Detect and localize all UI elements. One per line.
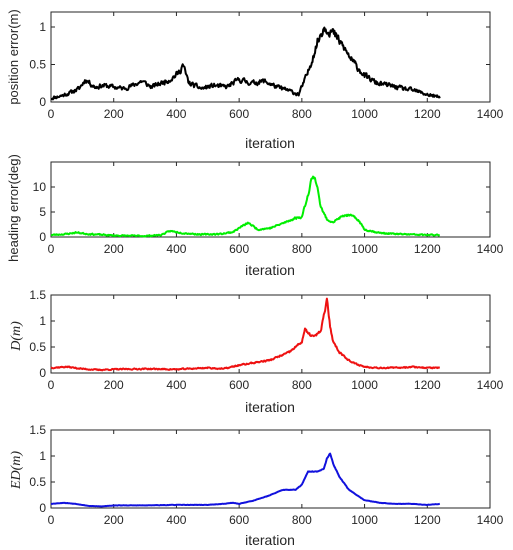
heading-error-x-tick-label: 1200 (414, 242, 441, 256)
position-error-panel: 0 200 400 600 800 1000 1200 1400 0 0.5 1 iteration… (6, 9, 504, 151)
position-error-y-tick-label: 1 (39, 20, 46, 34)
d-series-line (51, 299, 440, 371)
position-error-x-tick-label: 400 (166, 107, 186, 121)
ed-x-tick-label: 200 (104, 513, 124, 527)
ed-y-tick-label: 1 (39, 449, 46, 463)
d-y-tick-label: 1 (39, 314, 46, 328)
ed-x-tick-label: 1200 (414, 513, 441, 527)
position-error-x-tick-label: 1400 (477, 107, 504, 121)
heading-error-y-tick-label: 10 (33, 180, 47, 194)
ed-axes-box (51, 430, 490, 508)
position-error-x-tick-label: 600 (229, 107, 249, 121)
ed-x-tick-label: 600 (229, 513, 249, 527)
position-error-x-tick-label: 800 (292, 107, 312, 121)
d-x-tick-label: 400 (166, 378, 186, 392)
d-y-tick-label: 0.5 (29, 340, 46, 354)
heading-error-x-tick-label: 0 (48, 242, 55, 256)
ed-panel: 0 200 400 600 800 1000 1200 1400 0 0.5 1 1.5 iterat… (9, 423, 504, 548)
d-x-tick-label: 1200 (414, 378, 441, 392)
d-x-label: iteration (245, 399, 295, 415)
position-error-x-tick-label: 1000 (351, 107, 378, 121)
heading-error-y-tick-label: 0 (39, 230, 46, 244)
d-y-tick-label: 0 (39, 366, 46, 380)
position-error-x-tick-label: 200 (104, 107, 124, 121)
heading-error-x-tick-label: 1400 (477, 242, 504, 256)
heading-error-x-label: iteration (245, 262, 295, 278)
ed-y-tick-label: 1.5 (29, 423, 46, 437)
d-x-tick-label: 600 (229, 378, 249, 392)
ed-x-tick-label: 800 (292, 513, 312, 527)
heading-error-y-tick-label: 5 (39, 205, 46, 219)
heading-error-axes-box (51, 162, 490, 237)
position-error-x-tick-label: 0 (48, 107, 55, 121)
heading-error-x-tick-label: 400 (166, 242, 186, 256)
d-y-label: D(m) (9, 321, 24, 352)
heading-error-x-tick-label: 600 (229, 242, 249, 256)
d-x-tick-label: 1400 (477, 378, 504, 392)
heading-error-y-label: heading error(deg) (6, 154, 21, 262)
ed-x-tick-label: 0 (48, 513, 55, 527)
position-error-y-tick-label: 0.5 (29, 58, 46, 72)
ed-series-line (51, 454, 440, 507)
position-error-x-label: iteration (245, 135, 295, 151)
ed-y-tick-label: 0.5 (29, 475, 46, 489)
d-y-tick-label: 1.5 (29, 288, 46, 302)
position-error-x-tick-label: 1200 (414, 107, 441, 121)
heading-error-series-line (51, 177, 440, 237)
ed-y-label: ED(m) (9, 451, 24, 490)
d-panel: 0 200 400 600 800 1000 1200 1400 0 0.5 1 1.5 iterat… (9, 288, 504, 415)
ed-x-tick-label: 400 (166, 513, 186, 527)
d-x-tick-label: 1000 (351, 378, 378, 392)
heading-error-x-tick-label: 1000 (351, 242, 378, 256)
position-error-y-tick-label: 0 (39, 95, 46, 109)
d-axes-box (51, 295, 490, 373)
position-error-series-line (51, 28, 440, 100)
ed-x-label: iteration (245, 532, 295, 548)
ed-x-tick-label: 1400 (477, 513, 504, 527)
position-error-y-label: position error(m) (6, 9, 21, 104)
ed-y-tick-label: 0 (39, 501, 46, 515)
heading-error-x-tick-label: 800 (292, 242, 312, 256)
ed-x-tick-label: 1000 (351, 513, 378, 527)
heading-error-x-tick-label: 200 (104, 242, 124, 256)
d-x-tick-label: 800 (292, 378, 312, 392)
d-x-tick-label: 200 (104, 378, 124, 392)
d-x-tick-label: 0 (48, 378, 55, 392)
